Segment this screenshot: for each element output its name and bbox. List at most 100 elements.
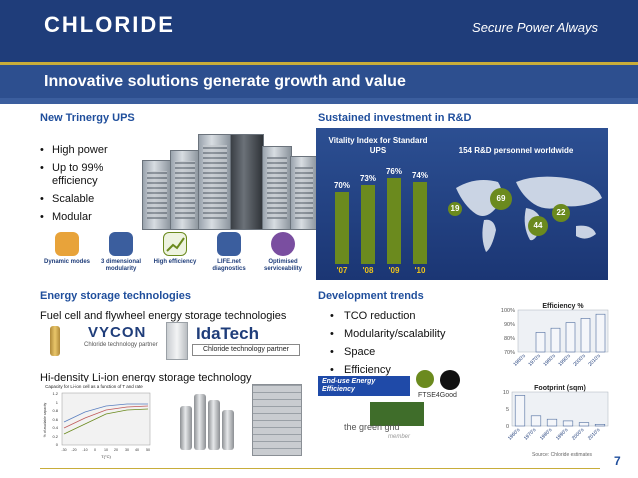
chart-bar (562, 420, 574, 427)
feature-serviceability: Optimised serviceability (256, 232, 310, 273)
rd-bubble: 44 (528, 216, 548, 236)
li-ion-text: Hi-density Li-ion energy storage technol… (40, 372, 252, 384)
feature-diagnostics: LIFE.net diagnostics (202, 232, 256, 273)
chart-bar (595, 313, 606, 353)
bullet-item: Efficiency (330, 364, 445, 377)
cap-curve (63, 403, 148, 423)
cap-chart-ylabel: % of available capacity (43, 402, 47, 437)
chart-bar (565, 322, 576, 353)
ytick-label: 100% (501, 308, 515, 314)
eu-energy-efficiency-badge: End-use Energy Efficiency EU Code of Con… (318, 376, 410, 408)
rd-bar (413, 182, 427, 264)
cubes-icon (109, 232, 133, 256)
section-heading-trends: Development trends (318, 290, 424, 302)
li-ion-cells-image (180, 390, 244, 450)
rd-bar-value: 73% (359, 173, 376, 183)
vycon-logo: VYCON (88, 324, 147, 341)
chart-title: Footprint (sqm) (534, 385, 586, 392)
feature-efficiency: High efficiency (148, 232, 202, 266)
wrench-icon (271, 232, 295, 256)
xtick-label: 40 (135, 448, 139, 452)
footer-divider (40, 468, 600, 469)
green-grid-member-label: member (388, 434, 411, 440)
xtick-label: 20 (114, 448, 118, 452)
fuel-cell-text: Fuel cell and flywheel energy storage te… (40, 310, 287, 322)
ups-cabinets-image (132, 130, 322, 230)
battery-rack-image (252, 384, 302, 456)
ytick-label: 0.6 (52, 417, 58, 422)
vycon-subtitle: Chloride technology partner (84, 342, 158, 348)
section-heading-rd: Sustained investment in R&D (318, 112, 472, 124)
section-heading-energy: Energy storage technologies (40, 290, 191, 302)
section-heading-trinergy: New Trinergy UPS (40, 112, 135, 124)
chloride-logo: CHLORIDE (44, 12, 175, 37)
chart-bar (535, 332, 546, 353)
feature-icons-row: Dynamic modes 3 dimensional modularity H… (40, 232, 310, 282)
bullet-item: TCO reduction (330, 310, 445, 323)
plot-area (511, 391, 609, 427)
rd-bar-value: 76% (385, 166, 402, 176)
rd-panel: Vitality Index for Standard UPS 70% '07 73… (316, 128, 608, 280)
ftse4good-logo: FTSE4Good (418, 392, 457, 399)
ytick-label: 0.2 (52, 434, 58, 439)
xtick-label: 50 (146, 448, 150, 452)
cap-chart-yticks: 1.2 1 0.8 0.6 0.4 0.2 0 (52, 391, 58, 447)
chart-title: Efficiency % (542, 303, 584, 310)
title-bar: Innovative solutions generate growth and… (0, 62, 638, 98)
world-map-icon (456, 176, 602, 252)
rd-bubble: 22 (552, 204, 570, 222)
efficiency-chart: Efficiency %100%90%80%70%1960's 1970's 198… (478, 300, 614, 378)
cap-chart-title: Capacity for Li-ion cell as a function o… (45, 384, 143, 389)
chart-bar (546, 418, 558, 427)
ytick-label: 70% (504, 350, 515, 356)
trends-bullets: TCO reduction Modularity/scalability Spa… (330, 310, 445, 382)
personnel-label: 154 R&D personnel worldwide (458, 146, 574, 155)
green-leaf-icon (416, 370, 434, 388)
ytick-label: 1.2 (52, 391, 58, 396)
bullet-item: High power (40, 144, 150, 157)
cap-curve (63, 405, 149, 429)
xtick-label: -10 (82, 448, 87, 452)
flywheel-image (50, 326, 60, 356)
chart-bar (550, 327, 561, 353)
xtick-label: -30 (61, 448, 66, 452)
rd-bar-year: '08 (362, 266, 374, 275)
rd-bar (361, 184, 375, 264)
trinergy-bullets: High power Up to 99% efficiency Scalable… (40, 144, 150, 229)
cap-chart-xlabel: T(°C) (101, 454, 111, 459)
xtick-label: 30 (125, 448, 129, 452)
black-badge-icon (440, 370, 460, 390)
cap-curve (63, 408, 149, 435)
rd-bar-year: '09 (388, 266, 400, 275)
ytick-label: 5 (506, 407, 509, 413)
plot-area (517, 309, 609, 353)
header-divider (0, 98, 638, 104)
vitality-index-label: Vitality Index for Standard UPS (328, 136, 428, 155)
li-ion-capacity-chart: Capacity for Li-ion cell as a function o… (40, 382, 160, 462)
bullet-item: Modularity/scalability (330, 328, 445, 341)
bullet-item: Scalable (40, 193, 150, 206)
bullet-item: Up to 99% efficiency (40, 162, 150, 188)
ytick-label: 80% (504, 336, 515, 342)
chart-bar (514, 395, 526, 427)
ytick-label: 0 (56, 442, 59, 447)
feature-dynamic-modes: Dynamic modes (40, 232, 94, 266)
bullet-item: Space (330, 346, 445, 359)
rd-bar (335, 192, 349, 264)
cap-chart-xticks: -30 -20 -10 0 10 20 30 40 50 (61, 448, 150, 452)
slide-title: Innovative solutions generate growth and… (44, 73, 406, 90)
rd-bar-year: '07 (336, 266, 348, 275)
bullet-item: Modular (40, 211, 150, 224)
page-number: 7 (614, 454, 621, 468)
chart-bar (594, 423, 606, 427)
xtick-label: 0 (94, 448, 96, 452)
ytick-label: 1 (56, 400, 59, 405)
chart-bar (578, 422, 590, 427)
certification-logos: End-use Energy Efficiency EU Code of Con… (318, 370, 468, 456)
green-image-block (370, 402, 424, 426)
idatech-logo: IdaTech (196, 324, 259, 343)
ytick-label: 10 (503, 390, 509, 396)
rd-bar-value: 70% (333, 181, 350, 190)
ytick-label: 0.4 (52, 425, 58, 430)
